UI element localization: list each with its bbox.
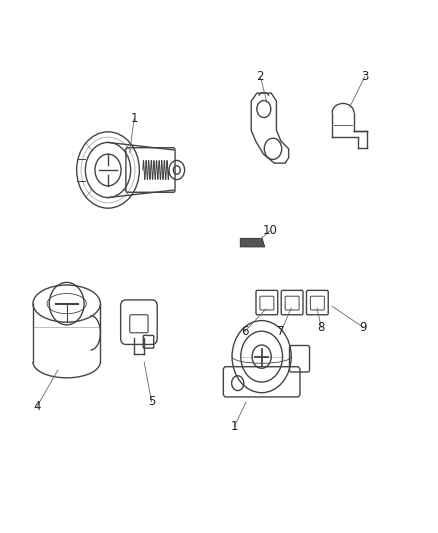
Text: 3: 3 (361, 70, 368, 83)
Text: 9: 9 (360, 321, 367, 334)
Text: 1: 1 (131, 111, 138, 125)
Text: 5: 5 (148, 395, 155, 408)
Text: 1: 1 (230, 420, 238, 433)
Text: 10: 10 (263, 224, 278, 237)
Text: 6: 6 (241, 325, 249, 338)
Polygon shape (240, 238, 265, 247)
Text: 2: 2 (257, 70, 264, 83)
Text: 4: 4 (33, 400, 41, 413)
Text: 8: 8 (318, 321, 325, 334)
Text: 7: 7 (278, 325, 285, 338)
